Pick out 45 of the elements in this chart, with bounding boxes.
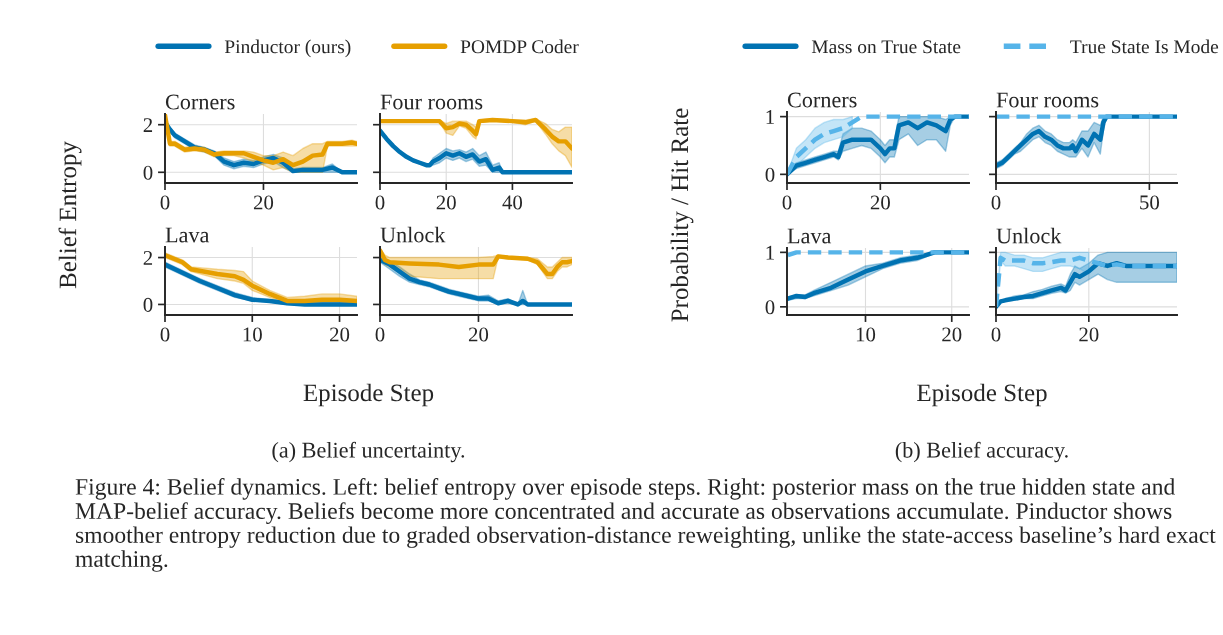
x-tick-label: 20 [330,327,350,342]
caption: Figure 4: Belief dynamics. Left: belief entropy over episode steps. Right: posterior mass on the true hidden state and MAP-belief accuracy. Beliefs become more concentrated and accurate as observations accumulate. Pinductor shows smoother entropy reduction due to graded observation-distance reweighting, unlike the state-access baseline’s hard exact matching. [75,478,1216,572]
x-tick-label: 20 [253,195,274,210]
y-tick-label: 0 [143,297,153,312]
legend-label: POMDP Coder [460,39,579,54]
y-tick-label: 0 [765,167,775,182]
chart-title: Four rooms [380,94,483,110]
x-tick-label: 0 [375,195,385,210]
y-axis-title: Belief Entropy [58,141,82,289]
text: (a) Belief uncertainty. [272,441,465,463]
x-tick-label: 20 [942,327,962,342]
y-tick-label: 2 [143,118,153,132]
x-tick-label: 0 [375,327,385,342]
x-tick-label: 20 [1079,327,1099,342]
chart-title: Lava [787,228,832,244]
chart-title: Unlock [380,226,446,243]
chart-title: Four rooms [996,92,1099,108]
x-tick-label: 0 [160,195,170,210]
x-tick-label: 0 [160,327,170,342]
x-tick-label: 10 [856,327,876,342]
x-tick-label: 20 [436,195,456,210]
y-axis-title: Probability / Hit Rate [670,108,694,322]
text: (b) Belief accuracy. [895,441,1068,463]
y-tick-label: 2 [143,250,153,265]
legend-label: True State Is Mode [1070,39,1219,54]
chart-title: Corners [165,94,235,110]
y-tick-label: 1 [766,245,774,260]
y-tick-label: 1 [766,110,774,124]
x-tick-label: 0 [991,327,1001,342]
y-tick-label: 0 [765,300,775,315]
x-axis-title: Episode Step [917,383,1047,407]
x-tick-label: 0 [782,195,792,210]
x-tick-label: 20 [870,195,890,210]
x-tick-label: 20 [468,327,489,342]
x-tick-label: 10 [243,327,262,342]
x-tick-label: 40 [502,195,523,210]
x-tick-label: 0 [991,195,1001,210]
chart-title: Unlock [996,227,1062,244]
x-tick-label: 50 [1140,195,1160,210]
legend-label: Mass on True State [811,40,961,54]
chart-title: Corners [787,92,857,108]
y-tick-label: 0 [143,165,153,180]
legend-label: Pinductor (ours) [224,39,351,58]
x-axis-title: Episode Step [303,383,434,407]
chart-title: Lava [165,227,210,243]
